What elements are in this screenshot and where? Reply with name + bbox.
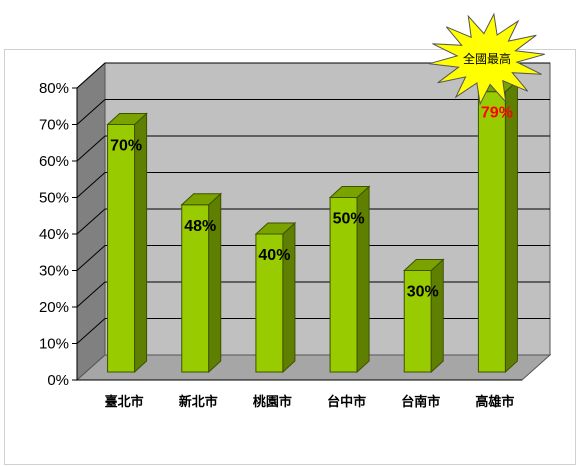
gridline-side [76, 135, 106, 162]
bar-top [180, 193, 223, 206]
y-tick-label: 20% [39, 299, 69, 316]
y-tick-label: 80% [39, 80, 69, 97]
data-label: 48% [184, 218, 216, 235]
x-tick-label: 高雄市 [475, 394, 514, 410]
gridline-side [76, 245, 106, 271]
gridline-side [76, 62, 106, 89]
y-tick-label: 10% [39, 336, 69, 353]
bar-side [282, 221, 296, 374]
bar-side [430, 258, 444, 374]
data-label: 79% [481, 105, 513, 122]
bar [181, 204, 210, 373]
gridline-side [76, 318, 106, 344]
x-tick-label: 桃園市 [253, 394, 292, 410]
data-label: 70% [110, 138, 142, 155]
x-tick-label: 新北市 [179, 394, 218, 410]
gridline-side [76, 172, 106, 198]
y-tick-label: 70% [39, 117, 69, 134]
y-tick-label: 0% [47, 372, 69, 389]
y-tick-label: 40% [39, 226, 69, 243]
y-tick-label: 50% [39, 190, 69, 207]
data-label: 50% [333, 211, 365, 228]
bar-side [504, 79, 518, 374]
bar-top [254, 222, 297, 235]
bar [107, 124, 136, 373]
starburst-label: 全國最高 [463, 51, 511, 66]
x-tick-label: 台中市 [327, 394, 366, 410]
gridline-side [76, 281, 106, 308]
bar-top [328, 186, 371, 198]
bar-top [106, 113, 148, 125]
data-label: 40% [258, 247, 290, 264]
bar [329, 197, 358, 373]
y-tick-label: 60% [39, 153, 69, 170]
starburst-shape [429, 12, 545, 106]
gridline-side [76, 208, 106, 235]
x-tick-label: 臺北市 [105, 394, 144, 410]
x-tick-label: 台南市 [401, 394, 440, 410]
bar [255, 233, 284, 373]
bar [477, 91, 506, 373]
bar [403, 270, 432, 373]
bar-top [402, 259, 445, 271]
gridline-side [76, 99, 106, 125]
data-label: 30% [407, 284, 439, 301]
y-tick-label: 30% [39, 263, 69, 280]
